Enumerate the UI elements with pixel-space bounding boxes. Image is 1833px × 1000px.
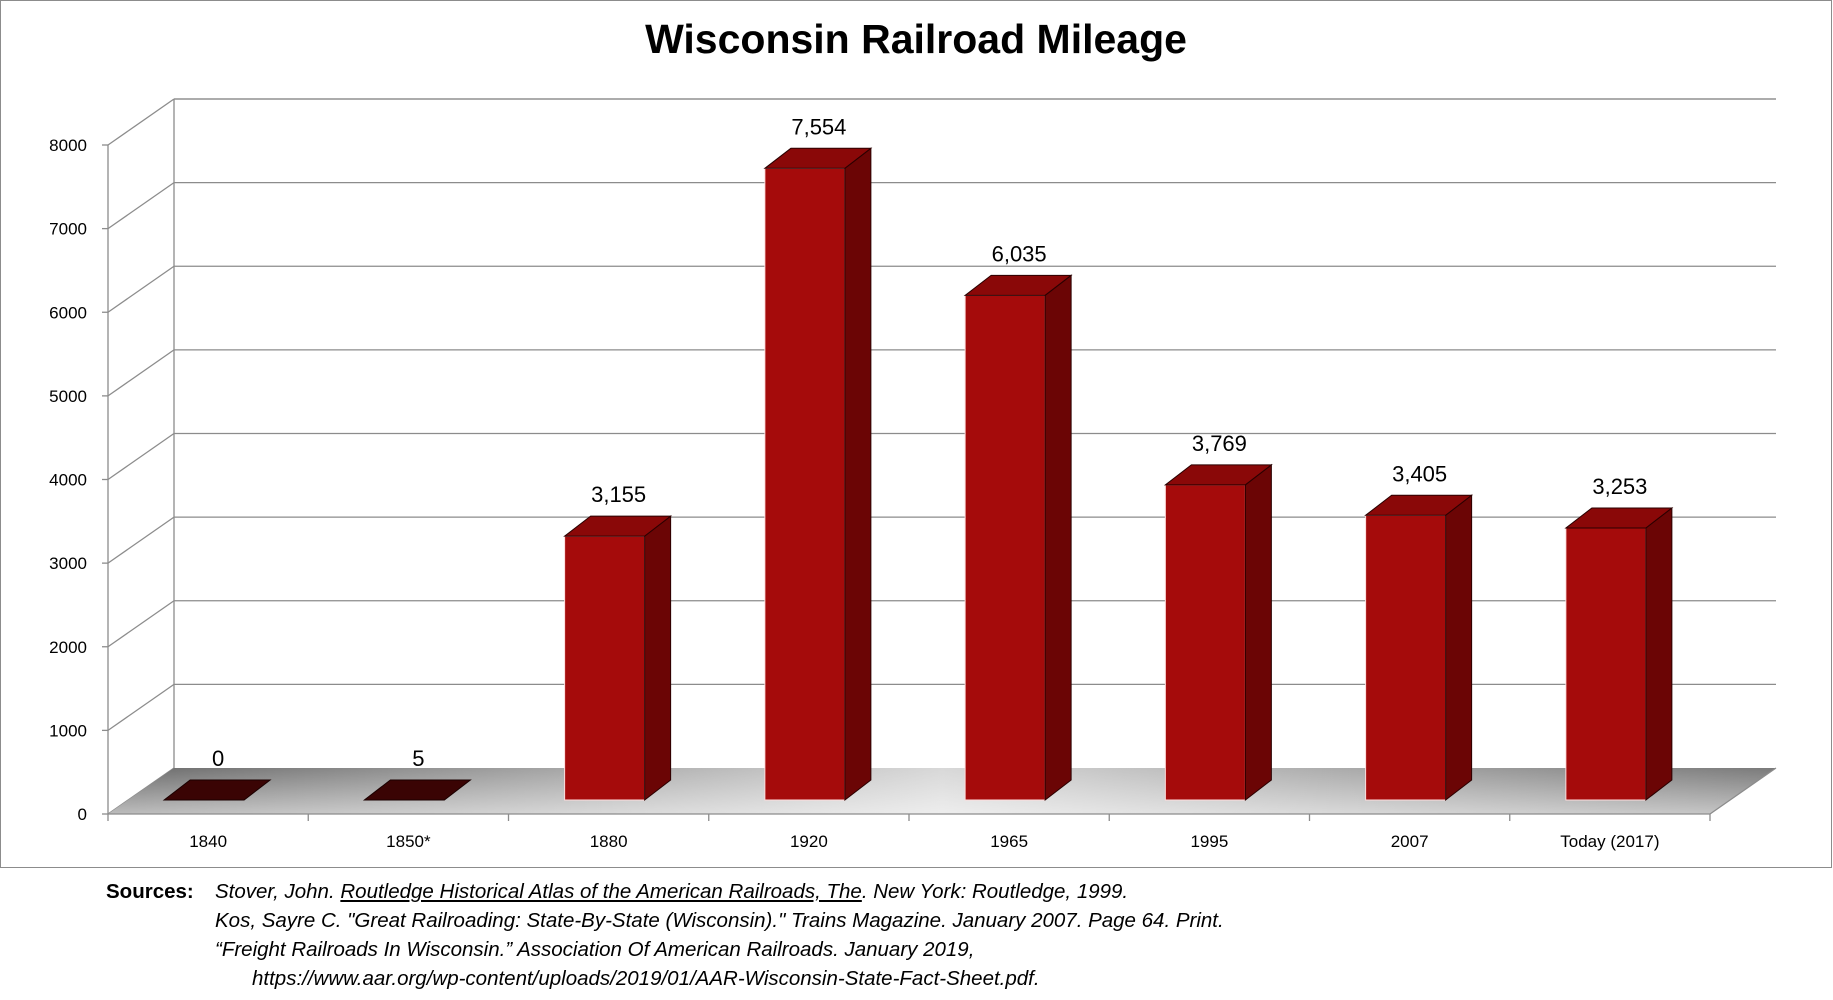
bar-front	[564, 535, 646, 801]
sources-block: Sources: Stover, John. Routledge Histori…	[106, 877, 1806, 993]
y-tick-label: 6000	[49, 303, 87, 322]
bar	[1364, 494, 1474, 802]
bar-side	[1244, 463, 1272, 802]
y-tick-label: 2000	[49, 638, 87, 657]
source-ref-3: “Freight Railroads In Wisconsin.” Associ…	[215, 938, 975, 961]
data-label: 3,253	[1592, 474, 1647, 499]
data-label: 3,405	[1392, 461, 1447, 486]
chart-floor-highlight	[108, 768, 1776, 814]
bar	[162, 779, 272, 801]
x-tick-label: 1880	[590, 832, 628, 851]
bar-top	[1163, 464, 1273, 486]
bar-top	[362, 779, 472, 801]
data-label: 0	[212, 746, 224, 771]
gridline-diagonal	[107, 600, 175, 648]
source-ref-1: Stover, John. Routledge Historical Atlas…	[215, 877, 1128, 906]
gridline-diagonal	[107, 98, 175, 146]
bar-top	[963, 274, 1073, 296]
bar	[1564, 506, 1674, 802]
x-tick-label: 1850*	[386, 832, 431, 851]
data-label: 5	[412, 746, 424, 771]
bar-side	[1645, 506, 1673, 802]
bar	[362, 779, 472, 801]
x-tick-label: 1920	[790, 832, 828, 851]
source-ref-1-suffix: . New York: Routledge, 1999.	[861, 880, 1129, 903]
bar-side	[644, 515, 672, 802]
y-tick-label: 7000	[49, 220, 87, 239]
source-ref-2: Kos, Sayre C. "Great Railroading: State-…	[215, 909, 1224, 932]
bar-front	[964, 294, 1046, 801]
gridline-diagonal	[107, 349, 175, 397]
bar-front	[1565, 527, 1647, 801]
y-tick-label: 8000	[49, 136, 87, 155]
data-label: 7,554	[791, 114, 846, 139]
bar-front	[764, 167, 846, 801]
source-ref-1-title: Routledge Historical Atlas of the Americ…	[340, 880, 862, 903]
bar-top	[763, 147, 873, 169]
y-tick-label: 1000	[49, 721, 87, 740]
y-tick-label: 4000	[49, 471, 87, 490]
x-tick-label: 1840	[189, 832, 227, 851]
sources-label: Sources:	[106, 880, 194, 903]
bar	[1163, 463, 1273, 802]
bar-top	[162, 779, 272, 801]
bar-top	[1364, 494, 1474, 516]
y-tick-label: 5000	[49, 387, 87, 406]
gridline-diagonal	[107, 265, 175, 313]
chart-title: Wisconsin Railroad Mileage	[645, 16, 1187, 62]
bar-front	[1164, 484, 1246, 801]
bar-top	[563, 515, 673, 537]
gridline-diagonal	[107, 432, 175, 481]
bar-side	[1445, 494, 1473, 802]
bar	[963, 274, 1073, 802]
gridline-diagonal	[107, 516, 175, 564]
y-tick-label: 0	[78, 805, 87, 824]
bar-top	[1564, 507, 1674, 529]
x-tick-label: Today (2017)	[1560, 832, 1659, 851]
source-ref-1-prefix: Stover, John.	[215, 880, 341, 903]
gridline-diagonal	[107, 683, 175, 731]
bar-side	[1044, 274, 1072, 802]
bar	[763, 147, 873, 802]
data-label: 6,035	[992, 241, 1047, 266]
bar	[563, 515, 673, 802]
data-label: 3,769	[1192, 431, 1247, 456]
bar-side	[844, 147, 872, 802]
data-label: 3,155	[591, 482, 646, 507]
source-ref-3-url: https://www.aar.org/wp-content/uploads/2…	[252, 967, 1040, 990]
y-tick-label: 3000	[49, 554, 87, 573]
gridline-diagonal	[107, 182, 175, 230]
x-tick-label: 1995	[1190, 832, 1228, 851]
chart-plot: 0 1000 2000 3000 4000 5000 6000 7000 8000 1840 185…	[49, 98, 1777, 851]
bar-front	[1365, 514, 1447, 801]
x-tick-label: 2007	[1391, 832, 1429, 851]
x-tick-label: 1965	[990, 832, 1028, 851]
